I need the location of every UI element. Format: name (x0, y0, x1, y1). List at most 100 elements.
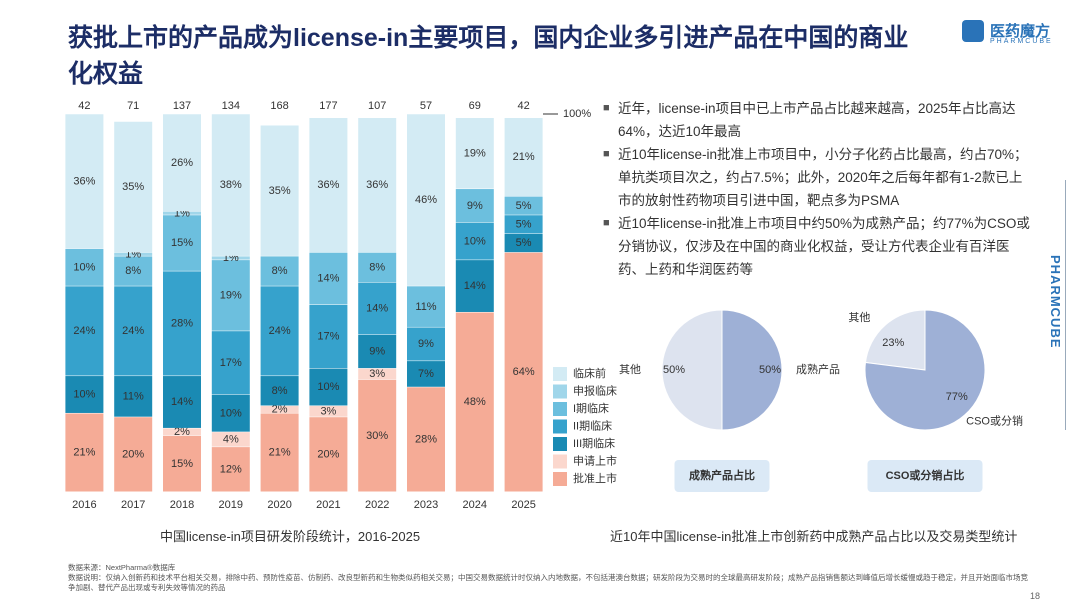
bar-segment (504, 233, 543, 253)
x-tick-label: 2019 (219, 499, 243, 511)
page-number: 18 (1030, 591, 1041, 601)
x-tick-label: 2018 (170, 499, 194, 511)
data-label: 11% (123, 391, 144, 403)
data-label: 46% (415, 194, 437, 206)
legend-swatch (553, 402, 567, 416)
bar-segment (504, 196, 543, 215)
bar-segment (163, 428, 201, 436)
side-line (1065, 180, 1066, 430)
data-label: 15% (171, 237, 193, 249)
bar-segment (211, 447, 250, 492)
data-label: 17% (317, 331, 339, 343)
bar-segment (455, 189, 494, 223)
bar-segment (114, 417, 153, 492)
bar-segment (260, 376, 299, 406)
data-label: 35% (269, 185, 291, 197)
bar-segment (65, 413, 104, 492)
total-label: 168 (270, 100, 288, 112)
data-label: 8% (125, 265, 141, 277)
bar-segment (504, 118, 543, 197)
data-label: 24% (73, 325, 95, 337)
bar-segment (407, 114, 445, 286)
side-brand: PHARMCUBE (1048, 255, 1063, 349)
x-tick-label: 2024 (463, 499, 487, 511)
bar-segment (163, 376, 201, 428)
logo-icon (962, 20, 984, 42)
data-label: 5% (516, 218, 532, 230)
total-label: 177 (319, 100, 337, 112)
legend-label: 批准上市 (573, 471, 617, 485)
slice-value: 50% (759, 364, 781, 376)
bar-segment (114, 256, 153, 286)
bar-segment (114, 252, 153, 256)
total-label: 71 (127, 100, 139, 112)
data-label: 9% (467, 200, 483, 212)
total-label: 57 (420, 100, 432, 112)
data-label: 4% (223, 434, 239, 446)
x-tick-label: 2020 (267, 499, 291, 511)
bar-segment (65, 248, 104, 286)
pie-title: 成熟产品占比 (689, 468, 755, 482)
data-label: 28% (171, 318, 193, 330)
x-tick-label: 2025 (511, 499, 535, 511)
data-label: 21% (269, 447, 291, 459)
data-label: 14% (464, 280, 486, 292)
data-label: 3% (369, 368, 385, 380)
data-label: 21% (513, 151, 535, 163)
bar-segment (309, 368, 348, 406)
note: 数据说明：仅纳入创新药和技术平台相关交易，排除中药、预防性疫苗、仿制药、改良型新… (68, 573, 1028, 592)
legend-swatch (553, 367, 567, 381)
bullet: 近年，license-in项目中已上市产品占比越来越高，2025年占比高达64%… (603, 97, 1035, 143)
data-label: 14% (366, 303, 388, 315)
data-label: 3% (320, 405, 336, 417)
bar-segment (504, 215, 543, 234)
data-label: 10% (220, 407, 242, 419)
total-label: 42 (78, 100, 90, 112)
data-label: 10% (464, 235, 486, 247)
x-tick-label: 2017 (121, 499, 145, 511)
bar-segment (163, 114, 201, 211)
pie-title: CSO或分销占比 (886, 468, 965, 482)
data-label: 19% (220, 290, 242, 302)
data-label: 9% (369, 346, 385, 358)
bar-segment (309, 417, 348, 492)
bar-segment (260, 286, 299, 376)
bar-segment (309, 252, 348, 305)
legend-swatch (553, 384, 567, 399)
data-label: 5% (516, 237, 532, 249)
data-label: 15% (171, 458, 193, 470)
bar-segment (309, 305, 348, 369)
bar-segment (358, 118, 397, 253)
data-label: 8% (272, 265, 288, 277)
data-label: 35% (122, 181, 144, 193)
bar-segment (65, 376, 104, 413)
data-label: 12% (220, 463, 242, 475)
data-label: 8% (272, 385, 288, 397)
slice-value: 23% (882, 337, 904, 349)
annotation: 100% (563, 108, 591, 120)
bar-segment (163, 271, 201, 376)
x-tick-label: 2022 (365, 499, 389, 511)
slice-label: 成熟产品 (796, 362, 840, 376)
slice-label: CSO或分销 (966, 414, 1023, 428)
slice-label: 其他 (619, 363, 641, 376)
total-label: 42 (517, 100, 529, 112)
slice-value: 50% (663, 364, 685, 376)
total-label: 69 (469, 100, 481, 112)
data-label: 10% (73, 262, 95, 274)
bar-segment (211, 432, 250, 447)
data-label: 17% (220, 357, 242, 369)
legend-label: 申报临床 (573, 383, 617, 397)
bullet: 近10年license-in批准上市项目中，小分子化药占比最高，约占70%；单抗… (603, 143, 1035, 212)
data-label: 7% (418, 368, 434, 380)
bullet-list: 近年，license-in项目中已上市产品占比越来越高，2025年占比高达64%… (603, 97, 1035, 281)
bar-segment (114, 121, 153, 253)
bar-segment (407, 286, 445, 327)
data-label: 28% (415, 434, 437, 446)
data-label: 19% (464, 147, 486, 159)
bar-segment (163, 211, 201, 215)
data-label: 38% (220, 179, 242, 191)
total-label: 134 (222, 100, 240, 112)
